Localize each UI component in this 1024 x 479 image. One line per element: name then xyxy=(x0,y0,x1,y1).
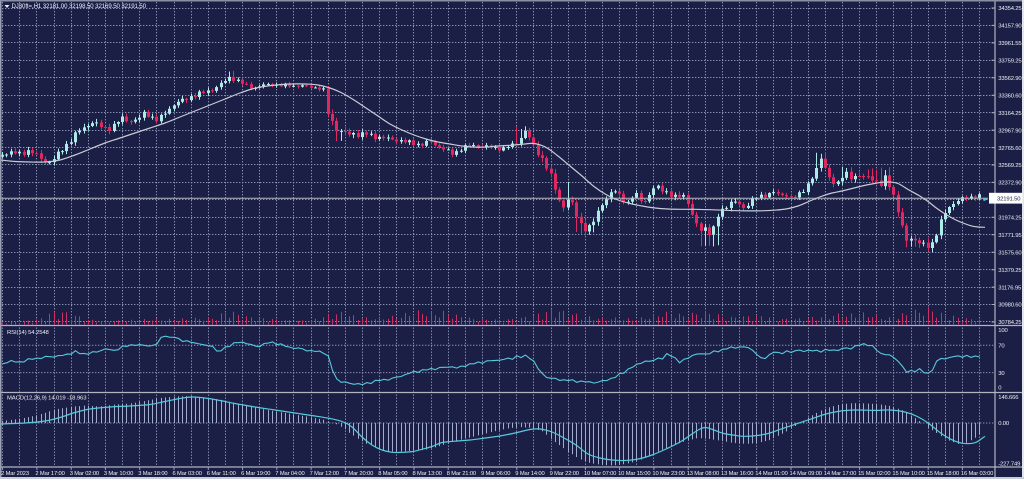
svg-text:33759.25: 33759.25 xyxy=(998,59,1022,65)
svg-text:33961.55: 33961.55 xyxy=(998,41,1022,47)
svg-text:15 Mar 18:00: 15 Mar 18:00 xyxy=(927,471,959,477)
svg-text:31575.60: 31575.60 xyxy=(998,250,1022,256)
svg-text:10 Mar 23:00: 10 Mar 23:00 xyxy=(652,471,684,477)
svg-text:33562.90: 33562.90 xyxy=(998,76,1022,82)
svg-text:32372.90: 32372.90 xyxy=(998,181,1022,187)
svg-text:33360.60: 33360.60 xyxy=(998,93,1022,99)
svg-text:32765.60: 32765.60 xyxy=(998,146,1022,152)
svg-text:16 Mar 03:00: 16 Mar 03:00 xyxy=(961,471,993,477)
svg-text:7 Mar 20:00: 7 Mar 20:00 xyxy=(344,471,373,477)
svg-text:30784.25: 30784.25 xyxy=(998,320,1022,326)
svg-text:31771.95: 31771.95 xyxy=(998,233,1022,239)
svg-text:31379.25: 31379.25 xyxy=(998,268,1022,274)
svg-text:70: 70 xyxy=(998,343,1005,349)
svg-text:32191.50: 32191.50 xyxy=(997,196,1021,202)
svg-text:9 Mar 06:00: 9 Mar 06:00 xyxy=(481,471,510,477)
svg-text:3 Mar 18:00: 3 Mar 18:00 xyxy=(138,471,167,477)
svg-text:33164.25: 33164.25 xyxy=(998,111,1022,117)
svg-text:146.666: 146.666 xyxy=(998,395,1019,401)
svg-text:DJ30ft=,H1 32181.00 32198.50: DJ30ft=,H1 32181.00 32198.50 32169.50 32… xyxy=(12,3,147,10)
svg-text:7 Mar 04:00: 7 Mar 04:00 xyxy=(275,471,304,477)
svg-text:6 Mar 19:00: 6 Mar 19:00 xyxy=(241,471,270,477)
svg-text:6 Mar 03:00: 6 Mar 03:00 xyxy=(173,471,202,477)
svg-text:7 Mar 12:00: 7 Mar 12:00 xyxy=(310,471,339,477)
svg-text:8 Mar 05:00: 8 Mar 05:00 xyxy=(378,471,407,477)
svg-text:13 Mar 16:00: 13 Mar 16:00 xyxy=(721,471,753,477)
svg-text:32569.25: 32569.25 xyxy=(998,163,1022,169)
svg-text:14 Mar 01:00: 14 Mar 01:00 xyxy=(755,471,787,477)
svg-text:0.00: 0.00 xyxy=(998,421,1010,427)
svg-text:8 Mar 21:00: 8 Mar 21:00 xyxy=(447,471,476,477)
svg-text:2 Mar 17:00: 2 Mar 17:00 xyxy=(35,471,64,477)
svg-text:34354.25: 34354.25 xyxy=(998,6,1022,12)
svg-text:9 Mar 14:00: 9 Mar 14:00 xyxy=(515,471,544,477)
svg-text:3 Mar 10:00: 3 Mar 10:00 xyxy=(104,471,133,477)
svg-text:30: 30 xyxy=(998,371,1005,377)
svg-text:100: 100 xyxy=(998,328,1008,334)
svg-text:8 Mar 13:00: 8 Mar 13:00 xyxy=(413,471,442,477)
svg-text:10 Mar 07:00: 10 Mar 07:00 xyxy=(584,471,616,477)
svg-text:34157.90: 34157.90 xyxy=(998,24,1022,30)
svg-text:6 Mar 11:00: 6 Mar 11:00 xyxy=(207,471,236,477)
svg-text:13 Mar 08:00: 13 Mar 08:00 xyxy=(687,471,719,477)
svg-text:RSI(14) 54.2548: RSI(14) 54.2548 xyxy=(7,330,50,336)
svg-text:0: 0 xyxy=(998,386,1002,392)
svg-text:10 Mar 15:00: 10 Mar 15:00 xyxy=(618,471,650,477)
svg-text:14 Mar 17:00: 14 Mar 17:00 xyxy=(824,471,856,477)
svg-text:31176.95: 31176.95 xyxy=(998,285,1022,291)
svg-text:MACD(12,26,9) 14.019 -18.963: MACD(12,26,9) 14.019 -18.963 xyxy=(7,396,87,402)
svg-text:31974.25: 31974.25 xyxy=(998,216,1022,222)
svg-text:9 Mar 22:00: 9 Mar 22:00 xyxy=(550,471,579,477)
svg-text:3 Mar 02:00: 3 Mar 02:00 xyxy=(70,471,99,477)
svg-text:30980.60: 30980.60 xyxy=(998,303,1022,309)
svg-text:2 Mar 2023: 2 Mar 2023 xyxy=(1,471,29,477)
svg-text:15 Mar 10:00: 15 Mar 10:00 xyxy=(892,471,924,477)
svg-text:14 Mar 09:00: 14 Mar 09:00 xyxy=(790,471,822,477)
svg-text:32967.90: 32967.90 xyxy=(998,128,1022,134)
svg-text:15 Mar 02:00: 15 Mar 02:00 xyxy=(858,471,890,477)
svg-text:-227.749: -227.749 xyxy=(998,461,1020,467)
